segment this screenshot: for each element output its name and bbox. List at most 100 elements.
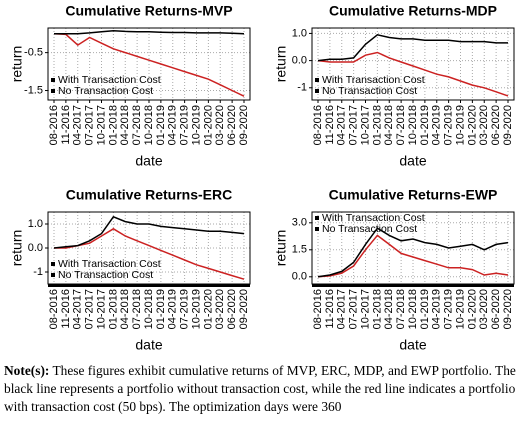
x-tick-label: 09-2020 (238, 289, 250, 329)
x-tick-label: 01-2019 (155, 105, 167, 145)
x-tick-label: 11-2016 (60, 105, 72, 145)
x-tick-label: 08-2016 (312, 289, 324, 329)
y-tick-label: -1 (297, 82, 307, 94)
x-tick-label: 07-2017 (84, 289, 96, 329)
x-tick-label: 08-2016 (48, 105, 60, 145)
x-tick-label: 04-2018 (383, 289, 395, 329)
legend-marker (51, 78, 55, 82)
x-tick-label: 04-2017 (336, 289, 348, 329)
caption: Note(s): These figures exhibit cumulativ… (4, 362, 518, 416)
series-line (53, 32, 245, 97)
x-tick-label: 04-2017 (72, 105, 84, 145)
x-tick-label: 10-2019 (454, 289, 466, 329)
series-line (53, 215, 245, 249)
legend-label: With Transaction Cost (58, 74, 161, 86)
legend-label: With Transaction Cost (322, 212, 425, 224)
y-axis-label: return (273, 46, 289, 83)
x-axis-label: date (135, 153, 162, 169)
x-tick-label: 04-2019 (431, 105, 443, 145)
legend-label: With Transaction Cost (322, 74, 425, 86)
x-tick-label: 03-2020 (478, 105, 490, 145)
x-tick-label: 04-2018 (119, 105, 131, 145)
x-tick-label: 10-2018 (407, 105, 419, 145)
y-tick-label: 0.0 (292, 55, 307, 67)
caption-label: Note(s): (4, 363, 50, 378)
x-tick-label: 07-2017 (84, 105, 96, 145)
legend-label: No Transaction Cost (58, 85, 153, 97)
x-tick-label: 04-2017 (336, 105, 348, 145)
x-tick-label: 09-2020 (502, 105, 514, 145)
series-line (317, 234, 509, 278)
x-tick-label: 10-2017 (359, 105, 371, 145)
x-tick-label: 04-2019 (167, 105, 179, 145)
x-axis-label: date (135, 337, 162, 353)
chart-title: Cumulative Returns-MVP (65, 3, 232, 19)
y-tick-label: 1.0 (292, 27, 307, 39)
figure: Cumulative Returns-MVP-1.5-0.508-2016 11-… (9, 3, 515, 353)
caption-text: These figures exhibit cumulative returns… (4, 363, 516, 414)
x-tick-label: 10-2019 (454, 105, 466, 145)
x-tick-label: 07-2017 (348, 105, 360, 145)
y-tick-label: 3.0 (292, 217, 307, 229)
x-tick-label: 10-2018 (143, 289, 155, 329)
x-tick-label: 04-2019 (167, 289, 179, 329)
chart-title: Cumulative Returns-MDP (329, 3, 497, 19)
x-tick-label: 07-2018 (131, 105, 143, 145)
x-axis-band (312, 284, 514, 287)
series-line (54, 227, 245, 280)
x-tick-label: 01-2018 (371, 289, 383, 329)
x-tick-label: 07-2018 (395, 289, 407, 329)
x-tick-label: 01-2020 (202, 105, 214, 145)
x-tick-label: 10-2018 (143, 105, 155, 145)
x-tick-label: 01-2020 (202, 289, 214, 329)
y-axis-label: return (273, 230, 289, 267)
legend-marker (315, 78, 319, 82)
x-tick-label: 10-2017 (95, 289, 107, 329)
x-tick-label: 03-2020 (214, 289, 226, 329)
x-tick-label: 01-2019 (419, 289, 431, 329)
x-axis-band (48, 284, 250, 287)
x-tick-label: 10-2017 (95, 105, 107, 145)
plot-frame (47, 211, 251, 285)
y-tick-label: 1.0 (28, 218, 43, 230)
x-tick-label: 10-2019 (190, 289, 202, 329)
series-line (317, 33, 508, 62)
legend-label: No Transaction Cost (322, 223, 417, 235)
x-tick-label: 01-2019 (419, 105, 431, 145)
y-tick-label: -0.5 (24, 47, 43, 59)
x-tick-label: 06-2020 (226, 289, 238, 329)
y-tick-label: 0.0 (28, 242, 43, 254)
legend-marker (315, 227, 319, 231)
legend-marker (315, 89, 319, 93)
x-tick-label: 10-2017 (359, 289, 371, 329)
x-tick-label: 07-2019 (443, 105, 455, 145)
x-tick-label: 01-2018 (107, 105, 119, 145)
legend-marker (315, 216, 319, 220)
x-tick-label: 01-2018 (107, 289, 119, 329)
x-tick-label: 09-2020 (238, 105, 250, 145)
chart-title: Cumulative Returns-ERC (66, 187, 232, 203)
legend-marker (51, 89, 55, 93)
x-tick-label: 11-2016 (324, 289, 336, 329)
plot-frame (311, 211, 515, 285)
x-tick-label: 11-2016 (324, 105, 336, 145)
legend-marker (51, 273, 55, 277)
chart-title: Cumulative Returns-EWP (329, 187, 498, 203)
legend-label: With Transaction Cost (58, 258, 161, 270)
x-tick-label: 01-2020 (466, 105, 478, 145)
x-tick-label: 04-2017 (72, 289, 84, 329)
x-tick-label: 06-2020 (490, 289, 502, 329)
x-tick-label: 03-2020 (214, 105, 226, 145)
x-tick-label: 01-2020 (466, 289, 478, 329)
x-tick-label: 01-2018 (371, 105, 383, 145)
legend-marker (51, 262, 55, 266)
x-tick-label: 07-2018 (395, 105, 407, 145)
y-axis-label: return (9, 46, 25, 83)
x-axis-label: date (399, 337, 426, 353)
x-tick-label: 10-2018 (407, 289, 419, 329)
plot-frame (311, 27, 515, 101)
y-axis-label: return (9, 230, 25, 267)
x-tick-label: 09-2020 (502, 289, 514, 329)
x-tick-label: 08-2016 (48, 289, 60, 329)
x-tick-label: 04-2018 (119, 289, 131, 329)
